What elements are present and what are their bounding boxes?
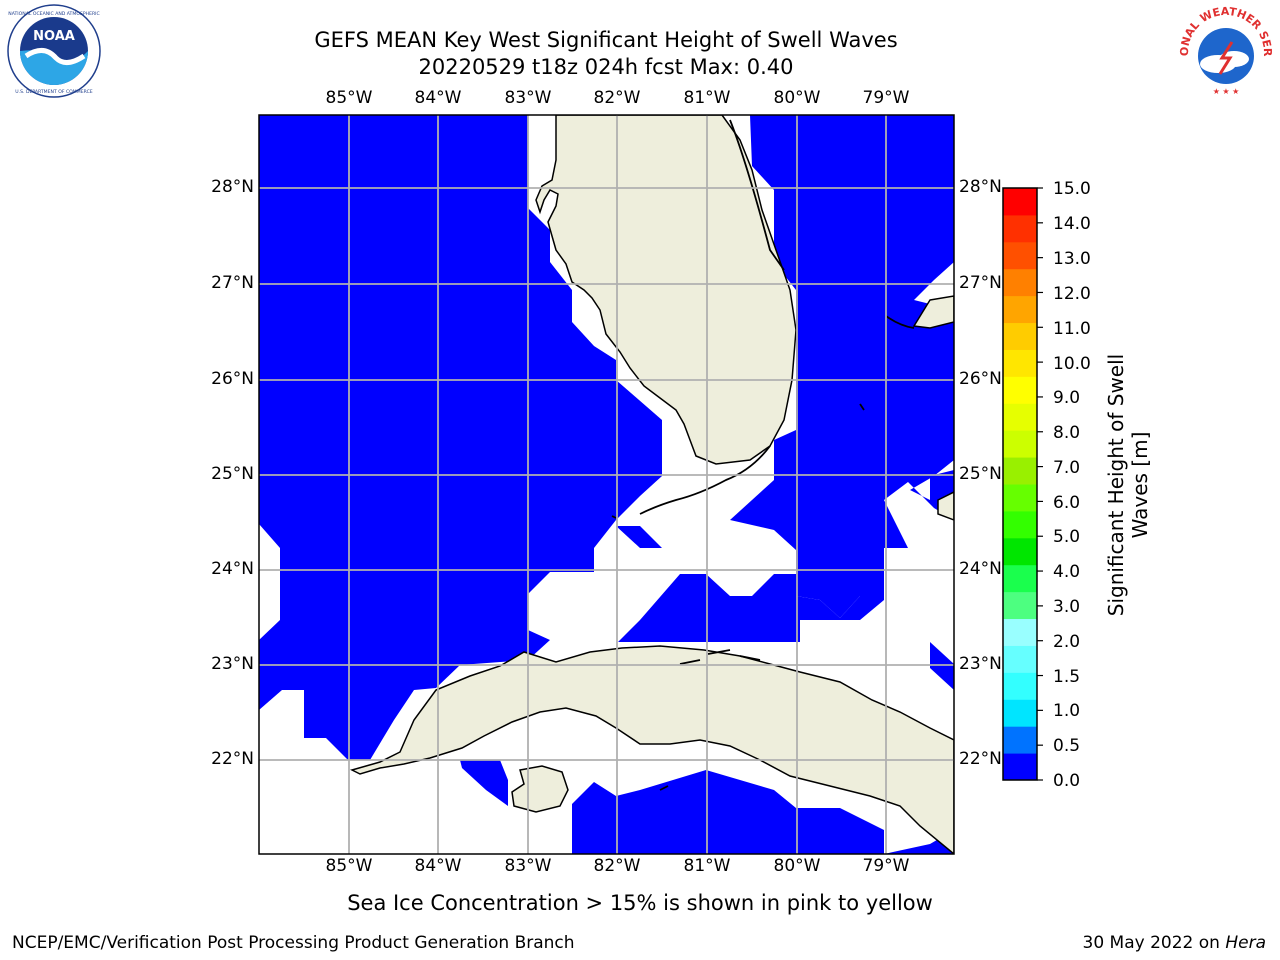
lat-tick-left: 24°N: [211, 559, 254, 579]
keys-islands: [611, 119, 915, 791]
lon-tick-top: 83°W: [504, 88, 552, 108]
lon-tick-top: 84°W: [414, 88, 462, 108]
colorbar-segment: [1003, 618, 1037, 646]
colorbar-tick-label: 4.0: [1053, 562, 1081, 582]
lat-tick-right: 28°N: [959, 177, 1002, 197]
lat-tick-left: 22°N: [211, 749, 254, 769]
colorbar-tick-label: 2.0: [1053, 632, 1081, 652]
colorbar-tick-label: 15.0: [1053, 179, 1091, 199]
colorbar-segment: [1003, 564, 1037, 593]
lon-tick-bottom: 81°W: [683, 856, 731, 876]
colorbar-segment: [1003, 376, 1037, 404]
colorbar-segment: [1003, 403, 1037, 431]
colorbar-segment: [1003, 295, 1037, 324]
svg-text:★ ★ ★: ★ ★ ★: [1213, 87, 1240, 96]
colorbar-segment: [1003, 268, 1037, 297]
lon-tick-top: 85°W: [325, 88, 373, 108]
svg-text:U.S. DEPARTMENT OF COMMERCE: U.S. DEPARTMENT OF COMMERCE: [15, 89, 92, 95]
swell-field: [259, 115, 954, 854]
colorbar-tick-label: 1.5: [1053, 667, 1081, 687]
colorbar-tick-label: 3.0: [1053, 597, 1081, 617]
lat-tick-right: 24°N: [959, 559, 1002, 579]
lat-tick-left: 27°N: [211, 273, 254, 293]
noaa-logo-icon: NOAA NATIONAL OCEANIC AND ATMOSPHERIC U.…: [7, 4, 101, 98]
colorbar-segment: [1003, 537, 1037, 566]
lon-tick-bottom: 83°W: [504, 856, 552, 876]
lon-tick-top: 81°W: [683, 88, 731, 108]
lat-tick-left: 25°N: [211, 464, 254, 484]
colorbar-title: Significant Height of Swell Waves [m]: [1104, 353, 1152, 617]
lon-tick-bottom: 79°W: [862, 856, 910, 876]
sea-ice-note: Sea Ice Concentration > 15% is shown in …: [347, 891, 933, 915]
colorbar-segment: [1003, 753, 1037, 781]
colorbar-tick-label: 9.0: [1053, 388, 1081, 408]
colorbar-segment: [1003, 349, 1037, 377]
colorbar-tick-label: 7.0: [1053, 458, 1081, 478]
colorbar-tick-label: 1.0: [1053, 701, 1081, 721]
colorbar-tick-label: 14.0: [1053, 214, 1091, 234]
colorbar-segment: [1003, 322, 1037, 350]
noaa-logo-text: NOAA: [33, 29, 75, 44]
colorbar-segment: [1003, 241, 1037, 270]
map-frame: [258, 114, 955, 855]
lat-tick-right: 26°N: [959, 369, 1002, 389]
map-subtitle: 20220529 t18z 024h fcst Max: 0.40: [418, 55, 794, 79]
map-title: GEFS MEAN Key West Significant Height of…: [314, 28, 898, 52]
colorbar-segment: [1003, 188, 1037, 216]
nws-logo-icon: NATIONAL WEATHER SERVICE ★ ★ ★: [1176, 6, 1274, 98]
colorbar-tick-label: 13.0: [1053, 249, 1091, 269]
colorbar-tick-label: 10.0: [1053, 354, 1091, 374]
colorbar-segment: [1003, 672, 1037, 700]
colorbar-tick-label: 0.5: [1053, 736, 1081, 756]
colorbar-tick-label: 6.0: [1053, 493, 1081, 513]
lat-tick-left: 26°N: [211, 369, 254, 389]
footer-host: Hera: [1225, 933, 1266, 953]
lat-tick-right: 25°N: [959, 464, 1002, 484]
lon-tick-bottom: 82°W: [593, 856, 641, 876]
lat-tick-right: 22°N: [959, 749, 1002, 769]
colorbar-tick-label: 11.0: [1053, 319, 1091, 339]
colorbar-segment: [1003, 430, 1037, 458]
colorbar-segment: [1003, 645, 1037, 673]
lon-tick-top: 82°W: [593, 88, 641, 108]
colorbar-tick-label: 0.0: [1053, 771, 1081, 791]
lat-tick-left: 23°N: [211, 654, 254, 674]
colorbar-segment: [1003, 510, 1037, 539]
colorbar-frame: [1002, 187, 1038, 781]
lon-tick-bottom: 85°W: [325, 856, 373, 876]
footer-date: 30 May 2022 on Hera: [1083, 933, 1267, 953]
lat-tick-left: 28°N: [211, 177, 254, 197]
graticule: [259, 115, 954, 854]
lon-tick-bottom: 84°W: [414, 856, 462, 876]
colorbar-tick-label: 12.0: [1053, 284, 1091, 304]
lat-tick-right: 27°N: [959, 273, 1002, 293]
lat-tick-right: 23°N: [959, 654, 1002, 674]
footer-credit: NCEP/EMC/Verification Post Processing Pr…: [12, 933, 575, 953]
lon-tick-top: 80°W: [773, 88, 821, 108]
lon-tick-bottom: 80°W: [773, 856, 821, 876]
colorbar-segment: [1003, 591, 1037, 620]
lon-tick-top: 79°W: [862, 88, 910, 108]
svg-text:NATIONAL OCEANIC AND ATMOSPHER: NATIONAL OCEANIC AND ATMOSPHERIC: [8, 11, 99, 17]
colorbar-segment: [1003, 699, 1037, 727]
colorbar-tick-label: 5.0: [1053, 527, 1081, 547]
footer-date-text: 30 May 2022 on: [1082, 933, 1220, 953]
colorbar-segment: [1003, 726, 1037, 754]
coastline: [349, 115, 954, 854]
colorbar-segment: [1003, 484, 1037, 512]
colorbar-segment: [1003, 214, 1037, 243]
colorbar-tick-label: 8.0: [1053, 423, 1081, 443]
colorbar-segment: [1003, 457, 1037, 485]
